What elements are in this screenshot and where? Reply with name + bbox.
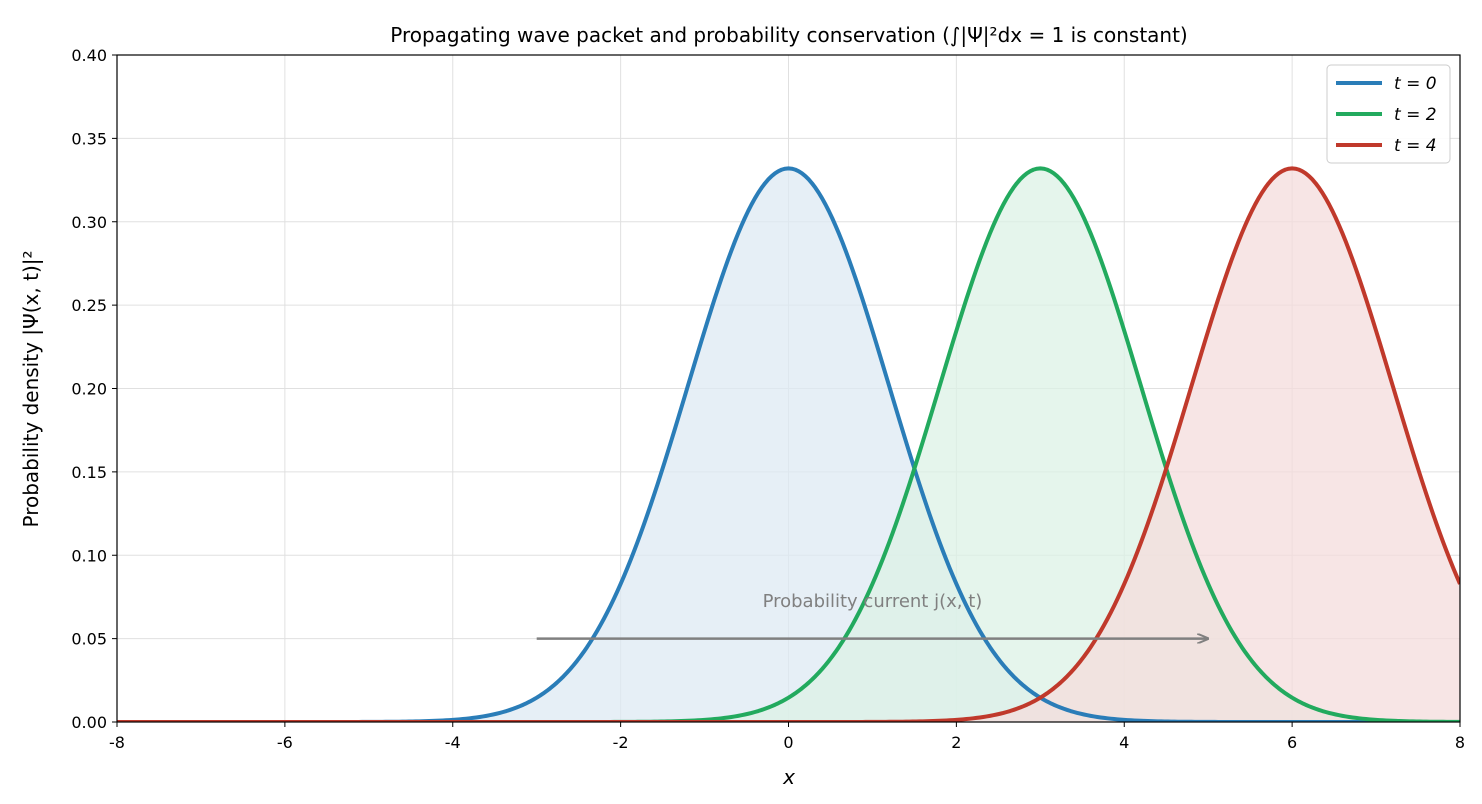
x-tick-label: 6 xyxy=(1287,733,1297,752)
x-tick-label: -6 xyxy=(277,733,293,752)
chart-title: Propagating wave packet and probability … xyxy=(390,23,1187,47)
y-tick-label: 0.30 xyxy=(71,213,107,232)
legend: t = 0 t = 2 t = 4 xyxy=(1326,64,1451,164)
legend-label-2: t = 4 xyxy=(1394,136,1437,156)
y-tick-label: 0.00 xyxy=(71,713,107,732)
y-tick-label: 0.35 xyxy=(71,129,107,148)
x-tick-label: -4 xyxy=(445,733,461,752)
probability-current-label: Probability current j(x, t) xyxy=(763,591,983,612)
legend-label-0: t = 0 xyxy=(1394,74,1437,94)
y-tick-label: 0.10 xyxy=(71,546,107,565)
x-tick-label: 8 xyxy=(1455,733,1465,752)
y-tick-label: 0.25 xyxy=(71,296,107,315)
x-tick-label: 0 xyxy=(783,733,793,752)
series-fill-2 xyxy=(117,168,1460,722)
y-tick-label: 0.05 xyxy=(71,630,107,649)
x-tick-label: 4 xyxy=(1119,733,1129,752)
x-axis-label: x xyxy=(782,765,795,789)
y-axis-ticks: 0.00 0.05 0.10 0.15 0.20 0.25 0.30 0.35 0.40 xyxy=(71,46,117,732)
y-axis-label: Probability density |Ψ(x, t)|² xyxy=(19,250,43,527)
x-tick-label: -2 xyxy=(613,733,629,752)
x-axis-ticks: -8 -6 -4 -2 0 2 4 6 8 xyxy=(109,722,1465,752)
y-tick-label: 0.20 xyxy=(71,380,107,399)
annotations: Probability current j(x, t) xyxy=(536,591,1209,639)
legend-label-1: t = 2 xyxy=(1394,105,1437,125)
series-fill-0 xyxy=(117,168,1460,722)
x-tick-label: 2 xyxy=(951,733,961,752)
x-tick-label: -8 xyxy=(109,733,125,752)
legend-box xyxy=(1326,64,1451,164)
series-line-2 xyxy=(117,166,1460,722)
series-line-1 xyxy=(117,166,1460,722)
y-tick-label: 0.40 xyxy=(71,46,107,65)
y-tick-label: 0.15 xyxy=(71,463,107,482)
